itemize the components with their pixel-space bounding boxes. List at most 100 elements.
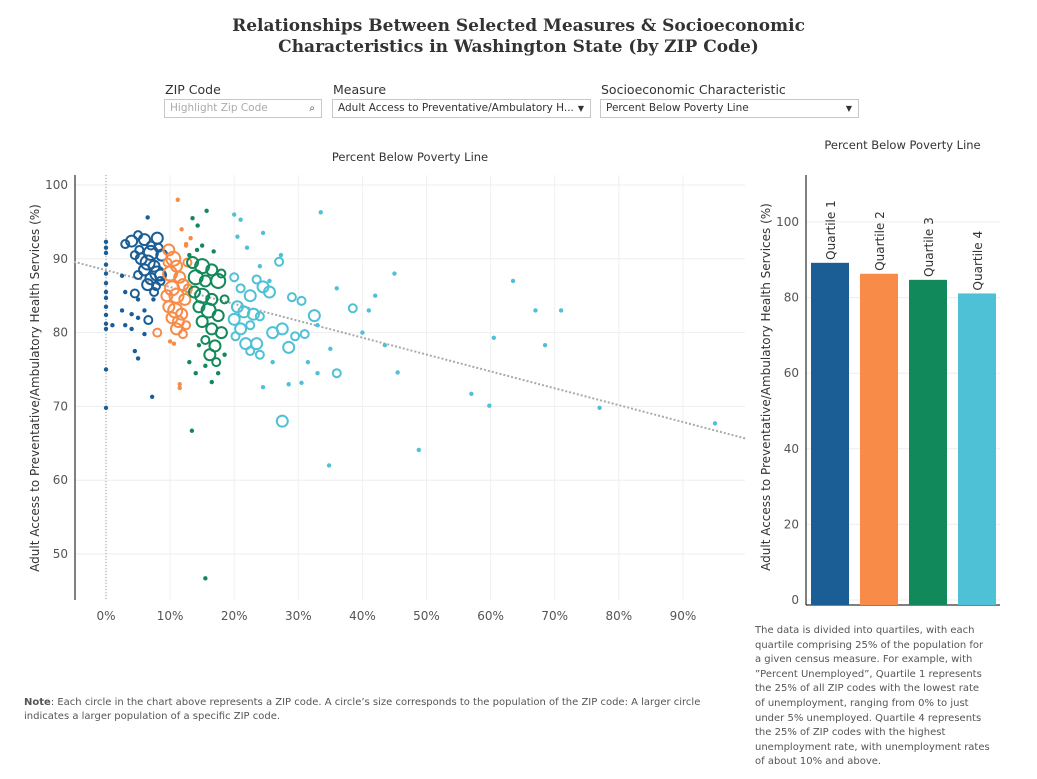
zip-point[interactable] [230, 331, 241, 342]
zip-point[interactable] [189, 428, 195, 433]
zip-point[interactable] [243, 289, 257, 303]
zip-point[interactable] [262, 285, 276, 299]
zip-point[interactable] [152, 327, 163, 338]
zip-point[interactable] [542, 342, 548, 348]
zip-point[interactable] [270, 359, 275, 365]
zip-point[interactable] [347, 303, 358, 314]
zip-point[interactable] [196, 342, 202, 348]
zip-search-input[interactable]: Highlight Zip Code ⌕ [164, 99, 322, 118]
zip-point[interactable] [150, 281, 161, 292]
zip-point[interactable] [103, 312, 109, 318]
zip-point[interactable] [103, 405, 109, 411]
zip-point[interactable] [296, 295, 307, 306]
zip-point[interactable] [250, 337, 264, 351]
scatter-chart[interactable]: 50 60 70 80 90 100 0% 10% 20% 30% 40% 50% 60% 70% 80% 9… [0, 0, 760, 640]
zip-point[interactable] [103, 321, 109, 326]
zip-point[interactable] [123, 289, 128, 295]
zip-point[interactable] [260, 230, 266, 236]
zip-point[interactable] [305, 359, 311, 365]
zip-point[interactable] [238, 217, 243, 222]
zip-point[interactable] [334, 286, 339, 291]
zip-point[interactable] [188, 235, 193, 241]
zip-point[interactable] [211, 309, 225, 323]
zip-point[interactable] [137, 263, 151, 277]
zip-point[interactable] [139, 254, 156, 271]
zip-point[interactable] [149, 394, 155, 400]
zip-point[interactable] [187, 252, 192, 258]
zip-point[interactable] [392, 271, 397, 276]
zip-point[interactable] [254, 349, 265, 360]
zip-point[interactable] [177, 382, 182, 387]
search-icon[interactable]: ⌕ [309, 103, 315, 114]
zip-point[interactable] [142, 244, 159, 261]
zip-point[interactable] [282, 340, 296, 354]
zip-point[interactable] [246, 307, 260, 321]
zip-point[interactable] [135, 356, 141, 361]
zip-point[interactable] [142, 331, 147, 337]
chevron-down-icon[interactable]: ▼ [577, 104, 584, 113]
zip-point[interactable] [257, 263, 263, 269]
zip-point[interactable] [129, 311, 134, 317]
zip-point[interactable] [110, 323, 115, 328]
zip-point[interactable] [177, 329, 188, 340]
zip-point[interactable] [491, 335, 497, 340]
zip-point[interactable] [171, 341, 177, 346]
zip-point[interactable] [182, 257, 193, 268]
zip-point[interactable] [195, 223, 200, 228]
zip-point[interactable] [167, 339, 173, 344]
zip-point[interactable] [195, 315, 209, 329]
zip-point[interactable] [103, 367, 109, 372]
socio-dropdown[interactable]: Percent Below Poverty Line ▼ [600, 99, 859, 118]
zip-point[interactable] [222, 352, 227, 357]
zip-point[interactable] [597, 405, 602, 411]
zip-point[interactable] [315, 323, 320, 328]
zip-point[interactable] [216, 268, 227, 279]
zip-point[interactable] [416, 447, 422, 453]
zip-point[interactable] [135, 315, 141, 321]
zip-point[interactable] [245, 320, 256, 331]
zip-point[interactable] [245, 346, 256, 357]
zip-point[interactable] [103, 245, 109, 250]
zip-point[interactable] [103, 295, 109, 301]
zip-point[interactable] [123, 323, 128, 328]
zip-point[interactable] [373, 293, 378, 298]
zip-point[interactable] [165, 311, 179, 325]
zip-point[interactable] [103, 262, 109, 267]
zip-point[interactable] [229, 272, 240, 283]
zip-point[interactable] [187, 359, 192, 365]
zip-point[interactable] [103, 250, 109, 256]
zip-point[interactable] [103, 280, 109, 286]
zip-point[interactable] [307, 309, 321, 323]
zip-point[interactable] [181, 320, 192, 331]
zip-point[interactable] [178, 292, 192, 306]
zip-point[interactable] [260, 385, 266, 390]
zip-point[interactable] [119, 273, 125, 278]
zip-point[interactable] [103, 326, 109, 332]
zip-point[interactable] [251, 274, 262, 285]
zip-point[interactable] [103, 304, 109, 309]
zip-point[interactable] [244, 245, 250, 250]
zip-point[interactable] [119, 308, 125, 313]
zip-point[interactable] [286, 382, 291, 387]
zip-point[interactable] [204, 208, 209, 214]
zip-point[interactable] [175, 197, 180, 202]
zip-point[interactable] [186, 255, 200, 269]
zip-point[interactable] [254, 311, 265, 322]
zip-point[interactable] [129, 326, 134, 332]
zip-point[interactable] [331, 368, 342, 379]
zip-point[interactable] [162, 257, 173, 268]
chevron-down-icon[interactable]: ▼ [845, 104, 852, 113]
zip-point[interactable] [299, 329, 310, 340]
zip-point[interactable] [142, 308, 147, 313]
zip-point[interactable] [469, 391, 474, 397]
zip-point[interactable] [203, 363, 208, 369]
zip-point[interactable] [153, 268, 167, 282]
zip-point[interactable] [235, 234, 240, 239]
zip-point[interactable] [275, 322, 289, 336]
zip-point[interactable] [125, 234, 139, 248]
zip-point[interactable] [200, 334, 211, 345]
zip-point[interactable] [235, 283, 246, 294]
zip-point[interactable] [299, 380, 304, 385]
zip-point[interactable] [194, 247, 200, 253]
zip-point[interactable] [315, 370, 320, 376]
